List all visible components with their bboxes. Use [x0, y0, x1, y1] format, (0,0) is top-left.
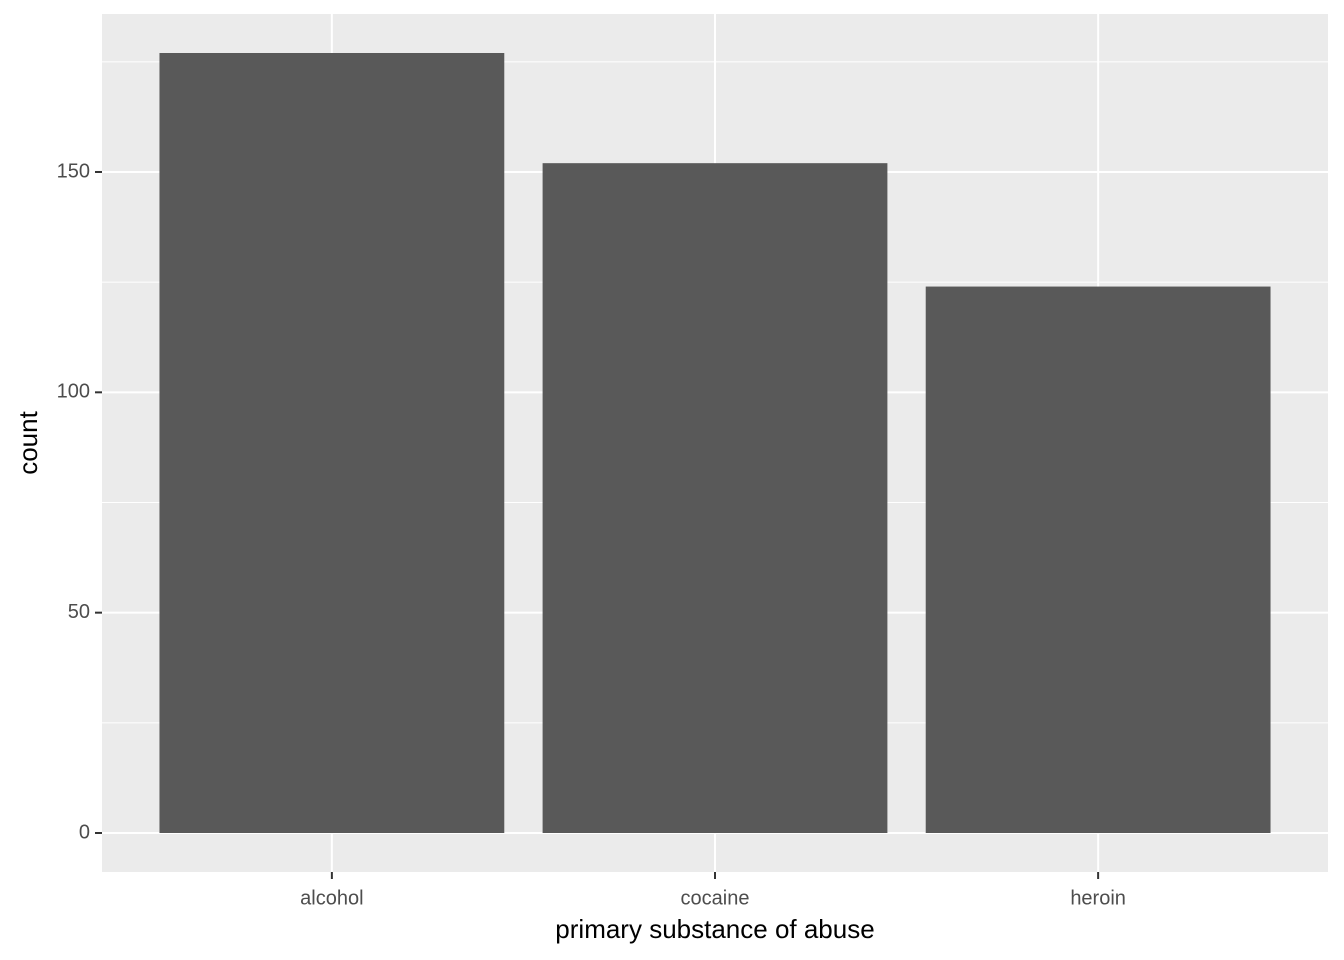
bar — [925, 286, 1271, 833]
x-tick-label: heroin — [1070, 887, 1126, 909]
y-tick-label: 100 — [57, 381, 90, 403]
y-tick-label: 50 — [68, 601, 90, 623]
bar — [542, 163, 888, 833]
bar — [159, 53, 505, 833]
y-axis-title: count — [13, 410, 43, 474]
y-tick-label: 150 — [57, 160, 90, 182]
y-tick-label: 0 — [79, 821, 90, 843]
x-axis-title: primary substance of abuse — [555, 914, 874, 944]
x-tick-label: cocaine — [681, 887, 750, 909]
x-tick-label: alcohol — [300, 887, 363, 909]
